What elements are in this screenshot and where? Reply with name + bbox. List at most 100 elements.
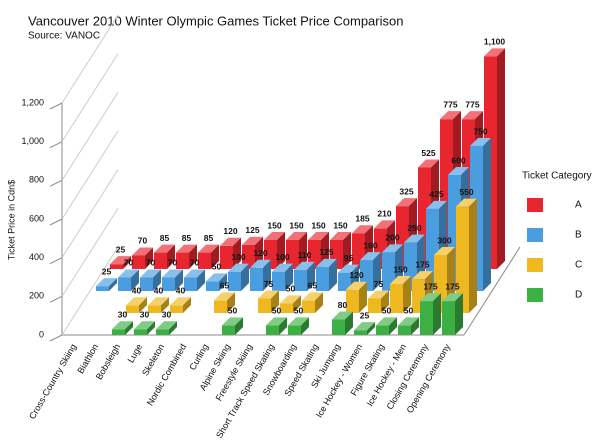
bar-top	[294, 261, 315, 270]
bar-top	[222, 317, 243, 326]
value-label: 50	[382, 306, 392, 316]
bar-top	[374, 220, 395, 229]
bar-side	[497, 48, 505, 270]
value-label: 200	[385, 233, 399, 243]
value-label: 175	[423, 281, 437, 291]
y-tick-label: 600	[29, 213, 44, 223]
value-label: 300	[437, 235, 451, 245]
bar-top	[382, 244, 403, 253]
value-label: 40	[132, 286, 142, 296]
value-label: 525	[421, 148, 435, 158]
value-label: 70	[146, 258, 156, 268]
value-label: 250	[407, 223, 421, 233]
bar-top	[434, 247, 455, 255]
tick-mark	[49, 295, 63, 303]
bar-side	[455, 293, 463, 335]
bar-front	[354, 330, 367, 335]
bar	[280, 295, 301, 313]
bar	[420, 293, 441, 335]
tick-mark	[49, 257, 63, 265]
bar-side	[279, 317, 287, 335]
bar-top	[332, 311, 353, 320]
bar-side	[131, 269, 139, 291]
bar-front	[346, 289, 359, 313]
bar-side	[189, 244, 197, 269]
bar-front	[302, 300, 315, 313]
value-label: 210	[377, 209, 391, 219]
bar-front	[176, 252, 189, 269]
value-label: 75	[374, 279, 384, 289]
value-label: 25	[116, 244, 126, 254]
bar	[390, 276, 411, 313]
value-label: 175	[415, 259, 429, 269]
bar-side	[307, 261, 315, 291]
bar-front	[162, 277, 175, 291]
bar-top	[396, 198, 417, 207]
y-tick-label: 1,000	[21, 136, 44, 146]
value-label: 25	[102, 266, 112, 276]
bar	[286, 232, 307, 269]
value-label: 1,100	[484, 37, 506, 47]
bar	[170, 297, 191, 313]
bar-side	[235, 317, 243, 335]
value-label: 550	[459, 187, 473, 197]
grid-line	[61, 169, 119, 258]
value-label: 50	[404, 306, 414, 316]
bar-top	[398, 317, 419, 326]
bar-front	[214, 300, 227, 313]
bar	[184, 269, 205, 291]
bar-front	[206, 281, 219, 291]
bar-front	[368, 298, 381, 313]
bar-side	[153, 269, 161, 291]
bar-top	[462, 111, 483, 120]
value-label: 120	[223, 226, 237, 236]
bar-top	[448, 167, 469, 175]
bar-side	[293, 295, 301, 313]
value-label: 75	[264, 279, 274, 289]
bar-front	[286, 240, 299, 269]
bar	[376, 317, 397, 335]
bar-top	[308, 232, 329, 240]
value-label: 70	[190, 258, 200, 268]
bar-front	[154, 252, 167, 269]
bar-side	[301, 317, 309, 335]
bar-side	[359, 281, 367, 313]
value-label: 775	[465, 99, 479, 109]
bar	[442, 293, 463, 335]
bar	[294, 261, 315, 291]
bar-top	[376, 317, 397, 326]
bar-top	[198, 244, 219, 253]
value-label: 750	[473, 126, 487, 136]
value-label: 110	[298, 250, 312, 260]
bar	[250, 259, 271, 291]
y-axis-label: Ticket Price in Cdn$	[6, 180, 16, 260]
bar-side	[169, 321, 177, 335]
bar-side	[167, 244, 175, 269]
bar-top	[272, 263, 293, 272]
grid-line	[61, 53, 119, 142]
bar-top	[96, 278, 117, 287]
bar-side	[343, 232, 351, 269]
bar	[228, 263, 249, 291]
bar-side	[139, 297, 147, 313]
legend-label: B	[575, 230, 582, 241]
bar-front	[288, 325, 301, 335]
bar-front	[126, 305, 139, 313]
bar-front	[110, 264, 123, 269]
bar-side	[381, 290, 389, 313]
bar-front	[140, 277, 153, 291]
bar-side	[161, 297, 169, 313]
value-label: 40	[176, 286, 186, 296]
value-label: 30	[118, 309, 128, 319]
bar-top	[412, 271, 433, 280]
bar-side	[109, 278, 117, 291]
value-label: 100	[231, 252, 245, 262]
value-label: 85	[204, 233, 214, 243]
bar-top	[184, 269, 205, 278]
bar-side	[175, 269, 183, 291]
bar	[140, 269, 161, 291]
grid-line	[61, 130, 119, 220]
value-label: 150	[333, 220, 347, 230]
value-label: 150	[311, 220, 325, 230]
legend-label: A	[575, 200, 582, 211]
